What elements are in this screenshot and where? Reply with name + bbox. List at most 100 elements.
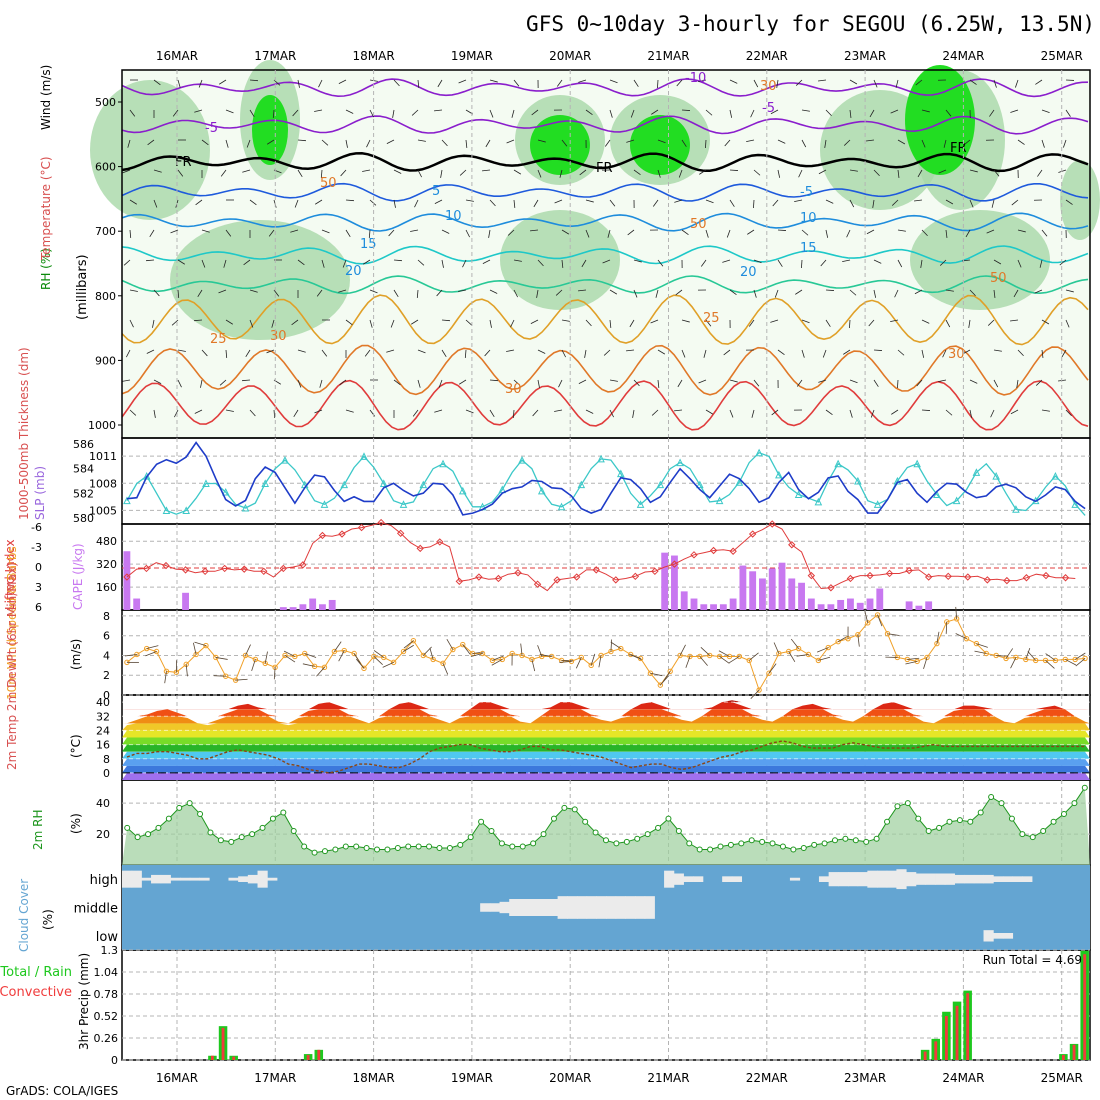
wind-barb [366,139,371,148]
rh-marker [540,831,547,838]
rh-marker [1008,815,1015,822]
wind-barb [842,259,851,263]
wind-barb-10m [164,671,167,684]
wind-barb [532,409,539,417]
wind-barb-10m [193,642,197,655]
wind-barb [243,259,251,266]
wind-barb-10m [818,656,831,661]
wind-barb [579,169,587,176]
wind-barb [581,259,587,268]
pressure-tick-label: 600 [95,161,116,174]
cape-bar [299,604,307,610]
wind-barb-10m [213,675,226,677]
li-marker [181,566,190,574]
wind-speed-marker [262,660,268,667]
wind-speed-marker [865,620,871,626]
wind-barb [122,169,131,174]
wind-barb [489,109,494,118]
wind-barb [438,379,443,388]
cloud-clear-cell [915,873,926,885]
wind-barb [170,229,179,234]
li-marker [592,566,600,574]
contour-label: 25 [210,332,227,347]
rh-marker [238,834,245,841]
wind-barb [510,319,515,328]
cape-bar [847,598,854,610]
wind-barb-10m [472,651,485,654]
rh-marker [1019,831,1026,838]
wind-speed-marker [292,653,298,660]
wind-barb [465,319,473,326]
cape-bar [319,604,326,610]
wind-barb [722,259,731,263]
rh-marker [134,834,141,841]
rh-marker [707,846,714,853]
wind-barb [1041,349,1044,358]
wind-barb [465,199,474,202]
wind-barb [294,199,299,208]
wind-barb [441,349,447,357]
wind-barb [489,79,498,83]
wind-barb [969,409,973,418]
wind-barb [434,109,443,112]
wind-barb [772,199,779,207]
cloud-clear-cell [160,874,171,884]
cloud-clear-cell [189,877,200,881]
precip-tick: 0 [111,1054,118,1067]
wind-barb [868,319,875,327]
wind-barb [916,379,923,387]
date-label-top: 24MAR [942,49,984,63]
thickness-tick: 580 [73,512,94,525]
wind-barb [533,199,539,208]
wind-barb [513,199,516,208]
wind-tick: 8 [103,610,110,623]
wind-barb [484,349,491,357]
wind-barb [127,139,131,148]
wind-barb [873,169,880,177]
rh-marker [311,849,318,856]
thickness-marker [162,506,171,514]
wind-barb [153,379,162,384]
wind-barb [193,319,203,322]
cloud-clear-cell [983,874,994,884]
rh-marker [405,843,412,850]
wind-barb [776,79,779,88]
temperature-contour [121,78,1089,98]
wind-barb [969,379,978,384]
cloud-clear-cell [973,874,985,884]
rh-marker [269,815,276,822]
wind-barb [123,259,131,266]
wind-barb [585,199,594,203]
rh-marker [915,815,922,822]
wind-barb [849,289,857,296]
wind-barb-10m [185,664,188,677]
cape-bar [856,602,864,610]
wind-speed-marker [489,657,496,664]
wind-barb [194,109,203,113]
cape-bar [671,555,678,610]
thickness-marker [952,496,961,505]
wind-barb [1063,139,1067,148]
wind-barb [437,79,443,88]
wind-barb [914,199,923,202]
temperature-contour [121,152,1089,173]
wind-speed-marker [460,641,466,648]
cloud-clear-cell [547,899,559,916]
wind-barb [219,79,227,85]
pressure-tick-label: 900 [95,354,116,367]
wind-barb [584,349,587,358]
wind-speed-marker [786,648,792,655]
wind-barb [440,169,443,178]
wind-barb [987,319,995,326]
wind-barb-10m [283,650,296,657]
precip-convective-bar [210,1055,214,1060]
li-tick: -6 [31,521,42,534]
wind-barb-10m [955,633,967,640]
li-marker [455,577,464,586]
rh-marker [738,840,745,847]
wind-barb [921,319,930,324]
wind-barb [536,289,539,298]
wind-speed-marker [153,648,160,655]
wind-barb-10m [338,650,345,662]
cloud-clear-cell [857,872,868,887]
